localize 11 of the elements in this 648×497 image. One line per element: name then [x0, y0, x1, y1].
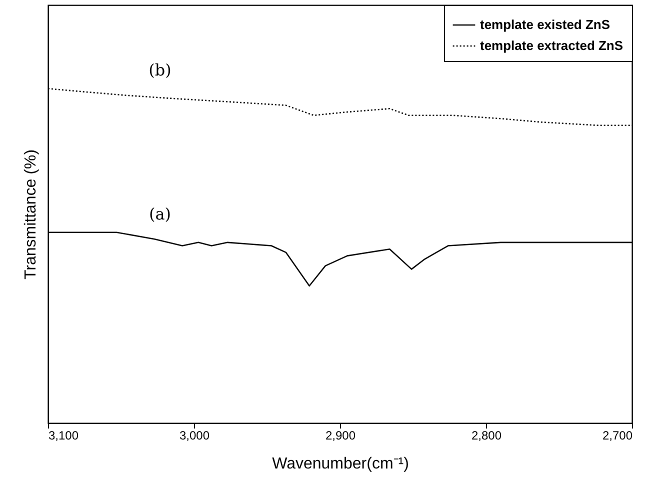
y-axis-title: Transmittance (%)	[22, 149, 40, 280]
legend-label: template extracted ZnS	[480, 38, 624, 53]
text: (b)	[148, 60, 172, 80]
legend-label: template existed ZnS	[480, 17, 610, 32]
annotation: (a)	[148, 204, 172, 224]
x-axis-title: Wavenumber(cm⁻¹)	[272, 456, 409, 472]
x-tick-label: 3,000	[179, 428, 210, 442]
x-tick-label: 3,100	[48, 428, 79, 442]
x-tick-label: 2,700	[602, 428, 633, 442]
x-tick-label: 2,900	[325, 428, 356, 442]
x-tick-label: 2,800	[471, 428, 502, 442]
